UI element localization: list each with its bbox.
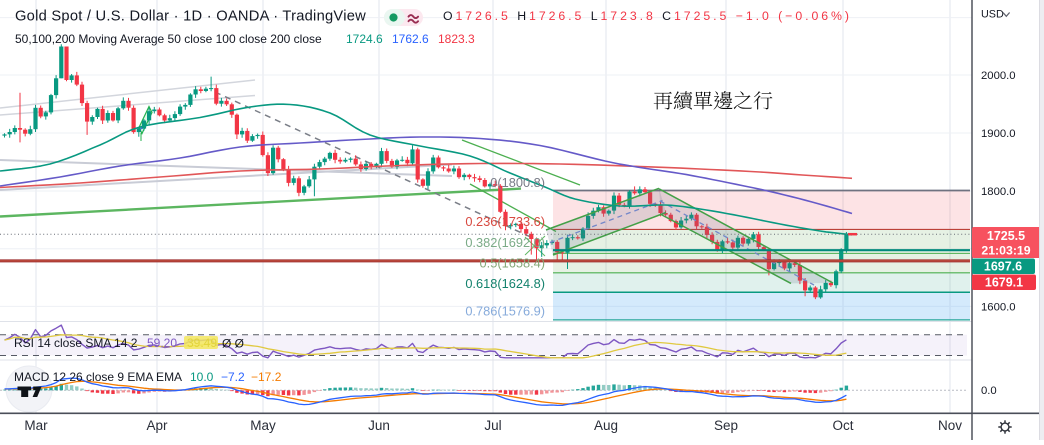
svg-text:1800.0: 1800.0 (981, 186, 1016, 198)
svg-text:Oct: Oct (832, 418, 853, 433)
svg-text:1600.0: 1600.0 (981, 302, 1016, 314)
svg-text:USD: USD (981, 9, 1004, 21)
svg-text:0.786(1576.9): 0.786(1576.9) (465, 303, 545, 318)
svg-text:0.5(1658.4): 0.5(1658.4) (480, 256, 545, 271)
svg-text:50,100,200 Moving Average 50 c: 50,100,200 Moving Average 50 close 100 c… (15, 32, 322, 46)
svg-text:Jun: Jun (368, 418, 390, 433)
svg-text:1725.5: 1725.5 (987, 229, 1025, 243)
svg-text:0(1800.8): 0(1800.8) (490, 175, 545, 190)
svg-text:1724.6: 1724.6 (346, 32, 383, 46)
svg-text:0.382(1692.0): 0.382(1692.0) (465, 235, 545, 250)
svg-text:Gold Spot / U.S. Dollar · 1D ·: Gold Spot / U.S. Dollar · 1D · OANDA · T… (15, 9, 366, 25)
svg-text:Jul: Jul (484, 418, 501, 433)
svg-text:1900.0: 1900.0 (981, 128, 1016, 140)
svg-text:1762.6: 1762.6 (392, 32, 429, 46)
svg-text:0.236(1733.6): 0.236(1733.6) (465, 214, 545, 229)
svg-text:39.49: 39.49 (187, 336, 217, 350)
svg-text:1697.6: 1697.6 (984, 260, 1022, 274)
svg-text:−7.2: −7.2 (221, 370, 245, 384)
svg-text:Mar: Mar (24, 418, 48, 433)
svg-text:Aug: Aug (594, 418, 618, 433)
svg-text:10.0: 10.0 (190, 370, 214, 384)
svg-text:2000.0: 2000.0 (981, 70, 1016, 82)
svg-text:Nov: Nov (938, 418, 962, 433)
svg-text:O1726.5 H1726.5 L1723.8 C1725.: O1726.5 H1726.5 L1723.8 C1725.5 −1.0 (−0… (443, 9, 852, 23)
svg-text:0.618(1624.8): 0.618(1624.8) (465, 276, 545, 291)
svg-text:0.0: 0.0 (981, 385, 997, 397)
svg-text:Sep: Sep (714, 418, 738, 433)
svg-text:Apr: Apr (146, 418, 168, 433)
svg-text:59.20: 59.20 (147, 336, 177, 350)
svg-text:21:03:19: 21:03:19 (981, 244, 1030, 258)
svg-text:RSI 14 close SMA 14 2: RSI 14 close SMA 14 2 (14, 336, 138, 350)
svg-text:−17.2: −17.2 (251, 370, 282, 384)
svg-text:Ø Ø: Ø Ø (222, 337, 244, 351)
svg-text:May: May (250, 418, 276, 433)
svg-text:MACD 12 26 close 9 EMA EMA: MACD 12 26 close 9 EMA EMA (14, 370, 182, 384)
svg-text:1679.1: 1679.1 (985, 276, 1023, 290)
svg-text:1823.3: 1823.3 (438, 32, 475, 46)
